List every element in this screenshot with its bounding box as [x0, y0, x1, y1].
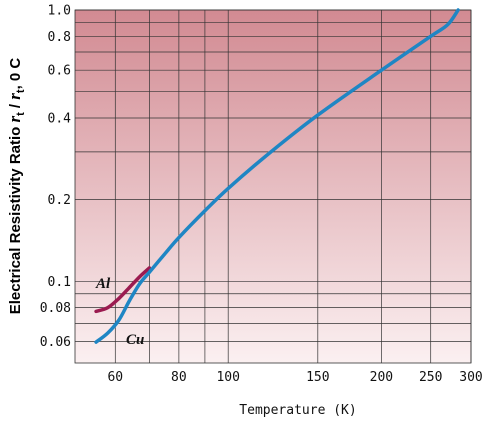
x-tick-label: 300 — [459, 370, 482, 385]
y-tick-label: 0.08 — [40, 301, 71, 316]
y-axis-label-sep: / — [7, 100, 24, 113]
tick-labels: 60 80 100 150 200 250 300 0.06 0.08 0.1 0.2 0.4 0.6 0… — [40, 4, 483, 386]
y-axis-label-main: Electrical Resistivity Ratio — [7, 123, 24, 315]
y-tick-label: 0.8 — [48, 30, 71, 45]
x-tick-label: 200 — [370, 370, 393, 385]
x-tick-label: 80 — [171, 370, 187, 385]
plot-frame — [74, 9, 472, 364]
y-tick-label: 1.0 — [48, 4, 71, 19]
series-line-al — [94, 266, 152, 314]
x-tick-label: 100 — [216, 370, 239, 385]
y-axis-label-tail: , 0 C — [7, 58, 24, 90]
y-tick-label: 0.06 — [40, 335, 71, 350]
x-tick-label: 60 — [107, 370, 123, 385]
y-axis-label: Electrical Resistivity Ratio rt / rt, 0 … — [5, 58, 27, 315]
y-axis-label-sub2: t — [15, 89, 27, 93]
y-axis-label-sub1: t — [15, 112, 27, 116]
y-tick-label: 0.4 — [48, 111, 72, 126]
x-tick-label: 150 — [306, 370, 329, 385]
x-axis-label: Temperature (K) — [239, 403, 356, 418]
y-axis-label-r1: r — [5, 116, 24, 123]
y-tick-label: 0.2 — [48, 193, 71, 208]
series-label-cu: Cu — [126, 332, 144, 348]
y-tick-label: 0.1 — [48, 275, 71, 290]
y-tick-label: 0.6 — [48, 64, 71, 79]
x-tick-label: 250 — [419, 370, 442, 385]
plot-background — [75, 10, 471, 363]
series-line-cu — [94, 8, 460, 344]
series-label-al: Al — [95, 276, 111, 292]
series-layer — [94, 8, 460, 344]
y-axis-label-r2: r — [5, 93, 24, 100]
